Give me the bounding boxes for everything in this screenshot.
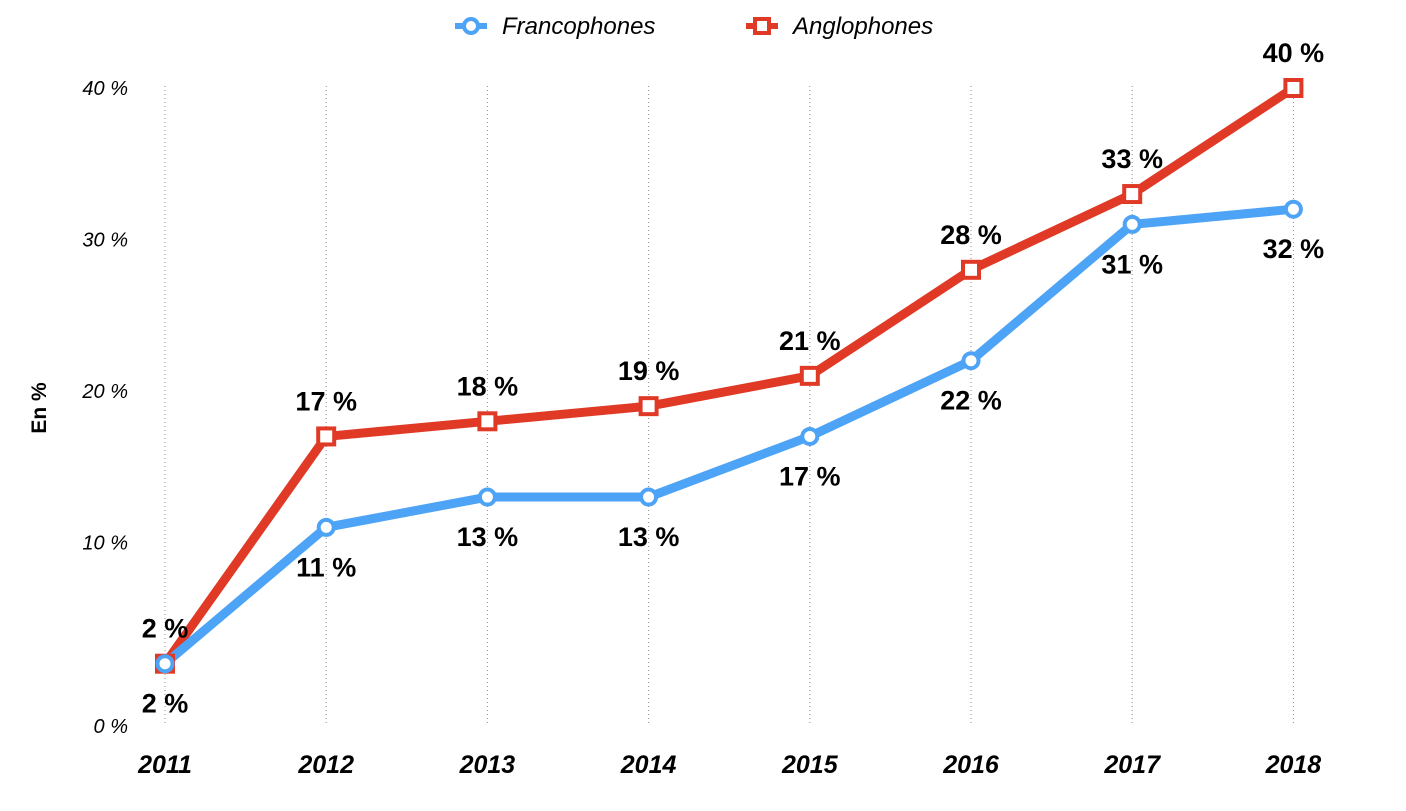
data-point-anglophones xyxy=(638,396,659,417)
data-label-francophones: 32 % xyxy=(1263,234,1325,264)
data-label-anglophones: 28 % xyxy=(940,220,1002,250)
data-point-francophones xyxy=(316,517,336,537)
series-line-anglophones xyxy=(160,83,1298,669)
y-tick-label: 40 % xyxy=(82,78,128,100)
data-label-anglophones: 2 % xyxy=(142,614,189,644)
y-axis-title: En % xyxy=(28,382,51,434)
legend-marker-francophones xyxy=(462,17,480,35)
data-label-francophones: 11 % xyxy=(296,552,356,582)
series-line-francophones xyxy=(160,204,1298,669)
data-label-anglophones: 33 % xyxy=(1101,144,1163,174)
data-label-francophones: 13 % xyxy=(618,522,680,552)
x-tick-label: 2011 xyxy=(137,751,192,779)
data-point-anglophones xyxy=(1283,78,1304,98)
data-point-anglophones xyxy=(316,426,337,447)
data-label-francophones: 22 % xyxy=(940,386,1002,416)
data-point-francophones xyxy=(1283,199,1303,219)
data-label-anglophones: 19 % xyxy=(618,356,680,386)
data-point-francophones xyxy=(639,487,659,507)
data-point-anglophones xyxy=(477,411,498,432)
data-point-anglophones xyxy=(799,365,820,386)
x-axis-ticks: 2011 2012 2013 2014 2015 2016 2017 2018 xyxy=(137,751,1321,779)
data-label-anglophones: 17 % xyxy=(295,386,357,416)
y-tick-label: 0 % xyxy=(94,716,128,738)
data-point-francophones xyxy=(1122,214,1142,234)
data-point-francophones xyxy=(155,654,175,674)
y-axis-ticks: 0 % 10 % 20 % 30 % 40 % xyxy=(81,78,128,738)
data-point-francophones xyxy=(961,351,981,371)
data-point-francophones xyxy=(477,487,497,507)
x-tick-label: 2014 xyxy=(620,751,677,779)
y-tick-label: 20 % xyxy=(81,381,128,403)
legend-marker-anglophones xyxy=(753,17,771,35)
x-tick-label: 2013 xyxy=(459,751,516,779)
data-label-francophones: 13 % xyxy=(457,522,519,552)
legend-label-anglophones: Anglophones xyxy=(791,13,933,40)
series-layer xyxy=(155,78,1304,674)
x-tick-label: 2017 xyxy=(1103,751,1161,779)
data-label-anglophones: 18 % xyxy=(457,371,519,401)
data-label-francophones: 31 % xyxy=(1101,249,1163,279)
y-tick-label: 30 % xyxy=(82,230,128,252)
data-label-francophones: 2 % xyxy=(142,689,189,719)
data-label-anglophones: 21 % xyxy=(779,326,841,356)
data-point-francophones xyxy=(800,426,820,446)
x-tick-label: 2015 xyxy=(781,751,839,779)
x-tick-label: 2012 xyxy=(297,751,354,779)
data-label-francophones: 17 % xyxy=(779,461,841,491)
x-tick-label: 2018 xyxy=(1265,751,1322,779)
data-label-anglophones: 40 % xyxy=(1263,38,1325,68)
legend: Francophones Anglophones xyxy=(455,13,933,40)
x-tick-label: 2016 xyxy=(942,751,1000,779)
data-point-anglophones xyxy=(961,259,981,280)
y-tick-label: 10 % xyxy=(82,533,128,555)
data-labels-layer: 2 % 11 % 13 % 13 % 17 % 22 % 31 % 32 % 2 % 17 % 18… xyxy=(142,38,1324,719)
data-point-anglophones xyxy=(1122,184,1143,205)
legend-label-francophones: Francophones xyxy=(502,13,655,40)
